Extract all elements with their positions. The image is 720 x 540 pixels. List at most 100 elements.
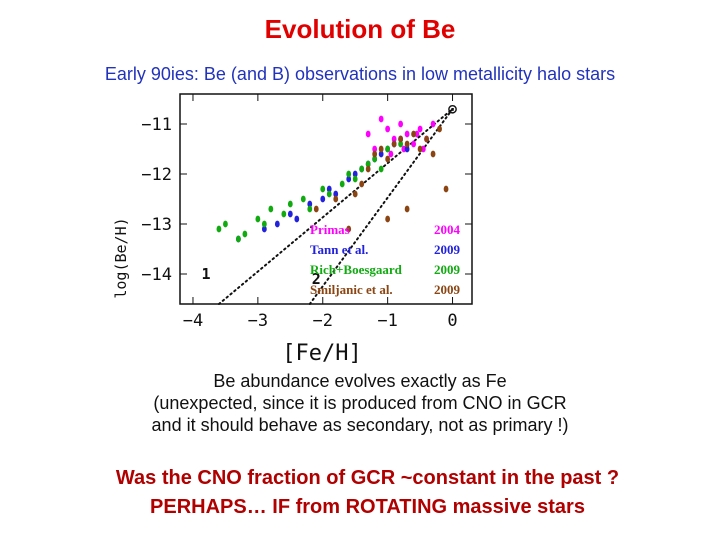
y-tick-label: −11 <box>141 115 172 135</box>
data-point <box>352 170 358 178</box>
data-point <box>268 205 274 213</box>
data-point <box>339 180 345 188</box>
legend-label: Rich+Boesgaard <box>310 262 403 277</box>
data-point <box>378 150 384 158</box>
data-point <box>242 230 248 238</box>
data-point <box>281 210 287 218</box>
data-point <box>223 220 228 228</box>
data-point <box>372 145 378 153</box>
data-point <box>365 165 371 173</box>
data-point <box>333 195 339 203</box>
x-tick-label: −3 <box>248 311 268 331</box>
data-point <box>411 130 416 138</box>
data-point <box>326 185 332 193</box>
legend-label: Primas <box>310 222 350 237</box>
data-point <box>398 120 404 128</box>
data-point <box>385 125 391 133</box>
x-tick-label: −1 <box>377 311 397 331</box>
y-tick-label: −12 <box>141 165 172 185</box>
data-point <box>372 150 378 158</box>
data-point <box>411 140 416 148</box>
x-tick-label: 0 <box>447 311 457 331</box>
data-point <box>378 145 384 153</box>
legend-year: 2009 <box>434 242 461 257</box>
data-point <box>385 145 391 153</box>
data-point <box>352 190 358 198</box>
data-point <box>417 125 423 133</box>
data-point <box>333 190 339 198</box>
data-point <box>352 175 358 183</box>
slide-title: Evolution of Be <box>264 14 456 44</box>
data-point <box>430 150 436 158</box>
description-block: Be abundance evolves exactly as Fe (unex… <box>60 370 660 436</box>
data-point <box>359 165 365 173</box>
data-point <box>287 200 293 208</box>
x-tick-label: −4 <box>183 311 203 331</box>
data-point <box>443 185 449 193</box>
legend-year: 2009 <box>434 282 461 297</box>
legend-label: Tann et al. <box>310 242 368 257</box>
data-point <box>307 200 313 208</box>
data-point <box>359 180 365 188</box>
description-line: (unexpected, since it is produced from C… <box>153 393 567 413</box>
data-point <box>417 145 423 153</box>
data-point <box>424 135 429 143</box>
data-point <box>404 130 410 138</box>
data-point <box>437 125 442 133</box>
data-point <box>236 235 241 243</box>
data-point <box>388 150 394 158</box>
data-point <box>378 115 384 123</box>
scatter-chart: log(Be/H) [Fe/H] −4 −3 −2 −1 0 −11 −12 −13 −14 1 2… <box>112 93 473 366</box>
data-point <box>385 155 391 163</box>
data-point <box>404 145 410 153</box>
data-point <box>320 185 326 193</box>
data-point <box>294 215 300 223</box>
annotation-label: ⊙ <box>448 100 457 118</box>
data-point <box>346 225 352 233</box>
data-point <box>378 165 384 173</box>
y-axis-label: log(Be/H) <box>112 217 130 298</box>
data-point <box>300 195 306 203</box>
x-axis-label: [Fe/H] <box>282 341 361 366</box>
y-tick-label: −13 <box>141 215 172 235</box>
data-point <box>365 160 371 168</box>
legend-label: Smiljanic et al. <box>310 282 393 297</box>
data-point <box>385 215 391 223</box>
data-point <box>391 135 397 143</box>
data-point <box>404 140 410 148</box>
description-line: and it should behave as secondary, not a… <box>151 415 569 435</box>
data-point <box>287 210 293 218</box>
data-point <box>326 190 332 198</box>
data-point <box>274 220 280 228</box>
data-point <box>398 135 404 143</box>
description-line: Be abundance evolves exactly as Fe <box>213 371 507 391</box>
line-1-dotted <box>217 108 454 305</box>
data-point <box>320 195 326 203</box>
data-point <box>430 120 436 128</box>
plot-frame <box>179 93 473 305</box>
data-point <box>261 220 267 228</box>
annotation-label: 1 <box>201 265 210 283</box>
data-point <box>398 140 404 148</box>
data-point <box>404 205 410 213</box>
conclusion-block: Was the CNO fraction of GCR ~constant in… <box>0 464 720 522</box>
data-point <box>313 205 319 213</box>
data-point <box>391 140 397 148</box>
data-point <box>346 170 352 178</box>
line-2-dotted <box>308 108 454 305</box>
data-point <box>255 215 261 223</box>
conclusion-line: Was the CNO fraction of GCR ~constant in… <box>115 467 620 489</box>
x-tick-label: −2 <box>313 311 333 331</box>
annotation-label: 2 <box>312 270 321 288</box>
legend-year: 2009 <box>434 262 461 277</box>
data-point <box>261 225 267 233</box>
data-point <box>307 205 313 213</box>
legend-year: 2004 <box>434 222 461 237</box>
data-point <box>346 175 352 183</box>
data-point <box>216 225 222 233</box>
slide-subtitle: Early 90ies: Be (and B) observations in … <box>104 64 616 84</box>
conclusion-line: PERHAPS… IF from ROTATING massive stars <box>150 496 585 518</box>
data-point <box>365 130 371 138</box>
y-tick-label: −14 <box>141 265 172 285</box>
data-point <box>372 155 378 163</box>
